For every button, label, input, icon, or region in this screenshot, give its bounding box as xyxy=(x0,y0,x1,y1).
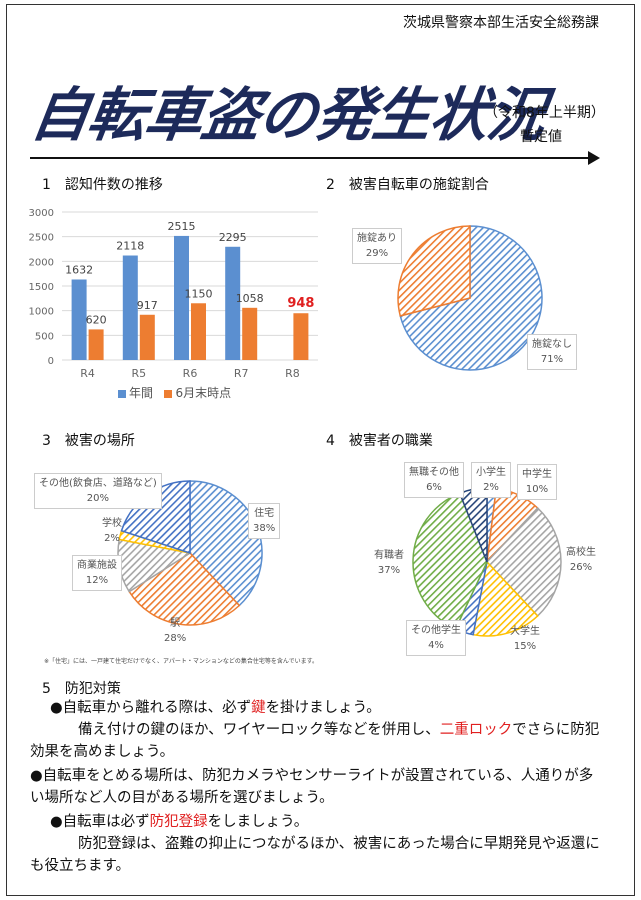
section-3-heading: 3 被害の場所 xyxy=(42,433,135,449)
bar xyxy=(293,313,309,360)
pie-label: 住宅 38% xyxy=(248,503,281,539)
x-tick-label: R5 xyxy=(131,367,146,380)
bar xyxy=(174,235,189,360)
legend-june-label: 6月末時点 xyxy=(175,386,232,400)
x-tick-label: R8 xyxy=(285,367,300,380)
data-label: 620 xyxy=(86,313,107,326)
pie-slice xyxy=(472,560,539,637)
pie-slice xyxy=(128,552,241,626)
data-label: 2295 xyxy=(219,231,247,244)
pie-slice xyxy=(485,506,562,618)
provisional-label: 暫定値 xyxy=(520,129,562,145)
data-label: 1058 xyxy=(236,292,264,305)
pie-label: 商業施設 12% xyxy=(72,555,122,591)
place-pie-chart xyxy=(117,480,263,626)
advice-registration-detail: 防犯登録は、盗難の抑止につながるほか、被害にあった場合に早期発見や返還にも役立ち… xyxy=(30,836,600,874)
bar xyxy=(88,329,104,360)
y-tick-label: 2500 xyxy=(29,233,54,244)
legend-june-swatch xyxy=(164,389,173,398)
advice-registration: ●自転車は必ず防犯登録をしましょう。 xyxy=(50,814,309,830)
title-underline xyxy=(30,157,590,159)
pie-slice xyxy=(399,225,543,371)
page-frame xyxy=(6,4,635,896)
bar-legend: 年間 6月末時点 xyxy=(118,384,231,401)
bar xyxy=(225,246,241,360)
y-tick-label: 3000 xyxy=(29,208,54,219)
pie-label: 小学生 2% xyxy=(471,462,511,498)
x-tick-label: R6 xyxy=(183,367,198,380)
pie-slice xyxy=(397,225,471,317)
pie-label: 無職その他 6% xyxy=(404,462,464,498)
pie-label: 大学生 15% xyxy=(510,626,540,652)
data-label: 1150 xyxy=(185,287,213,300)
bar xyxy=(122,255,138,360)
section-5-heading: 5 防犯対策 xyxy=(42,681,121,697)
bar-chart: 0 500 1000 1500 2000 2500 3000 1632 620 R4 2118 917… xyxy=(29,208,318,380)
pie-label: 駅 28% xyxy=(164,618,187,644)
advice-parking: ●自転車をとめる場所は、防犯カメラやセンサーライトが設置されている、人通りが多い… xyxy=(30,768,594,806)
pie-label: 学校 2% xyxy=(102,518,122,544)
pie-label: 施錠なし 71% xyxy=(527,334,577,370)
pie-label: 施錠あり 29% xyxy=(352,228,402,264)
place-footnote: ※「住宅」には、一戸建て住宅だけでなく、アパート・マンションなどの集合住宅等を含… xyxy=(44,658,319,665)
data-label: 2118 xyxy=(116,240,144,253)
bar xyxy=(191,303,206,360)
data-label: 1632 xyxy=(65,263,93,276)
data-label: 2515 xyxy=(168,220,196,233)
y-tick-label: 500 xyxy=(35,331,54,342)
pie-slice xyxy=(412,492,488,630)
y-tick-label: 1000 xyxy=(29,307,54,318)
lock-pie-chart xyxy=(397,225,543,371)
pie-label: 有職者 37% xyxy=(374,550,404,576)
advice-double-lock: 備え付けの鍵のほか、ワイヤーロック等などを併用し、二重ロックでさらに防犯効果を高… xyxy=(30,722,600,760)
x-tick-label: R7 xyxy=(234,367,249,380)
pie-label: その他(飲食店、道路など) 20% xyxy=(34,473,162,509)
arrow-head-icon xyxy=(588,151,600,165)
y-tick-label: 1500 xyxy=(29,282,54,293)
x-tick-label: R4 xyxy=(80,367,95,380)
data-label: 948 xyxy=(287,296,314,311)
advice-lock: ●自転車から離れる際は、必ず鍵を掛けましょう。 xyxy=(50,700,381,716)
department-name: 茨城県警察本部生活安全総務課 xyxy=(403,15,599,31)
y-tick-label: 2000 xyxy=(29,257,54,268)
bar xyxy=(139,314,155,360)
legend-annual-swatch xyxy=(118,389,126,398)
pie-label: その他学生 4% xyxy=(406,620,466,656)
pie-label: 中学生 10% xyxy=(517,464,557,500)
y-tick-label: 0 xyxy=(48,356,54,367)
section-4-heading: 4 被害者の職業 xyxy=(326,433,433,449)
section-1-heading: 1 認知件数の推移 xyxy=(42,177,163,193)
legend-annual-label: 年間 xyxy=(129,386,154,400)
page-title: 自転車盗の発生状況 xyxy=(26,81,550,149)
bar xyxy=(242,307,258,360)
section-2-heading: 2 被害自転車の施錠割合 xyxy=(326,177,489,193)
pie-label: 高校生 26% xyxy=(566,547,596,573)
data-label: 917 xyxy=(137,299,158,312)
bar xyxy=(71,279,87,360)
period-label: （令和8年上半期） xyxy=(484,105,605,121)
